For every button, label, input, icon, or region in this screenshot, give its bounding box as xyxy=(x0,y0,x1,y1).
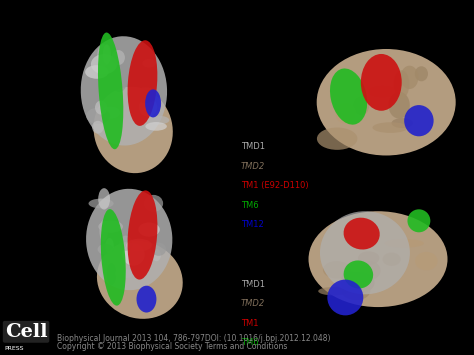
Ellipse shape xyxy=(98,33,123,149)
Text: TM1: TM1 xyxy=(241,318,258,328)
Ellipse shape xyxy=(95,100,107,115)
Ellipse shape xyxy=(101,106,120,119)
Text: TMD2: TMD2 xyxy=(241,299,265,308)
Ellipse shape xyxy=(92,121,104,133)
Ellipse shape xyxy=(135,87,156,103)
Ellipse shape xyxy=(320,211,410,294)
Ellipse shape xyxy=(97,241,183,319)
Ellipse shape xyxy=(401,66,419,89)
Ellipse shape xyxy=(415,252,438,271)
Ellipse shape xyxy=(138,223,160,237)
Ellipse shape xyxy=(98,220,123,233)
Ellipse shape xyxy=(323,261,351,278)
Text: Lateral view: Lateral view xyxy=(100,33,156,42)
Ellipse shape xyxy=(344,261,373,289)
Ellipse shape xyxy=(137,286,156,312)
Ellipse shape xyxy=(373,122,408,133)
Ellipse shape xyxy=(408,209,430,232)
Text: TMD1: TMD1 xyxy=(241,280,264,289)
Ellipse shape xyxy=(98,244,114,255)
Text: B: B xyxy=(77,189,85,198)
Ellipse shape xyxy=(317,49,456,155)
Ellipse shape xyxy=(107,263,117,285)
Text: TM6: TM6 xyxy=(241,201,258,209)
Ellipse shape xyxy=(383,252,401,266)
Text: A: A xyxy=(77,33,85,43)
Ellipse shape xyxy=(152,249,161,261)
Ellipse shape xyxy=(128,190,157,280)
Ellipse shape xyxy=(85,65,109,79)
Text: TM6: TM6 xyxy=(241,338,258,347)
Ellipse shape xyxy=(317,127,357,150)
Ellipse shape xyxy=(340,271,362,291)
Text: TM1 (E92-D110): TM1 (E92-D110) xyxy=(241,181,308,190)
Text: 90°: 90° xyxy=(238,284,255,294)
Ellipse shape xyxy=(86,108,110,124)
Text: Figure 8: Figure 8 xyxy=(212,14,262,27)
Ellipse shape xyxy=(361,54,402,111)
Ellipse shape xyxy=(112,75,126,92)
Ellipse shape xyxy=(328,280,363,315)
Ellipse shape xyxy=(368,86,397,97)
Ellipse shape xyxy=(146,116,169,125)
Ellipse shape xyxy=(342,282,370,300)
Text: Intracellular view: Intracellular view xyxy=(314,189,393,197)
Ellipse shape xyxy=(146,122,167,131)
Ellipse shape xyxy=(330,69,367,125)
Ellipse shape xyxy=(122,243,145,266)
Ellipse shape xyxy=(353,96,369,115)
Ellipse shape xyxy=(415,66,428,81)
Ellipse shape xyxy=(144,195,163,212)
Ellipse shape xyxy=(119,236,133,251)
Ellipse shape xyxy=(128,40,157,126)
Ellipse shape xyxy=(344,218,380,250)
Ellipse shape xyxy=(86,189,173,290)
Ellipse shape xyxy=(404,105,434,136)
Text: TM12: TM12 xyxy=(241,220,264,229)
Ellipse shape xyxy=(385,239,424,248)
Ellipse shape xyxy=(142,59,155,68)
Text: Extracellular view: Extracellular view xyxy=(314,33,396,42)
Text: Cell: Cell xyxy=(5,323,47,341)
Ellipse shape xyxy=(393,70,410,98)
Ellipse shape xyxy=(139,98,157,117)
Ellipse shape xyxy=(103,44,111,65)
Ellipse shape xyxy=(100,220,108,242)
Text: TMD2: TMD2 xyxy=(241,162,265,171)
Ellipse shape xyxy=(309,211,447,307)
Ellipse shape xyxy=(105,238,114,254)
Ellipse shape xyxy=(91,54,117,74)
Ellipse shape xyxy=(127,239,152,251)
Text: Lateral view: Lateral view xyxy=(100,189,156,197)
Ellipse shape xyxy=(89,198,114,208)
Text: Copyright © 2013 Biophysical Society Terms and Conditions: Copyright © 2013 Biophysical Society Ter… xyxy=(57,343,287,351)
Text: 90°: 90° xyxy=(238,99,255,109)
Text: TMD1: TMD1 xyxy=(241,142,264,151)
Text: PRESS: PRESS xyxy=(5,346,24,351)
Ellipse shape xyxy=(360,261,381,280)
Text: Biophysical Journal 2013 104, 786-797DOI: (10.1016/j.bpj.2012.12.048): Biophysical Journal 2013 104, 786-797DOI… xyxy=(57,334,330,343)
Ellipse shape xyxy=(389,92,410,119)
Ellipse shape xyxy=(97,44,110,67)
Ellipse shape xyxy=(318,287,349,295)
Ellipse shape xyxy=(111,50,125,65)
Ellipse shape xyxy=(93,87,173,173)
Ellipse shape xyxy=(392,118,413,128)
Ellipse shape xyxy=(336,103,356,124)
Ellipse shape xyxy=(151,242,166,256)
Ellipse shape xyxy=(358,251,380,265)
Ellipse shape xyxy=(81,36,167,146)
Ellipse shape xyxy=(340,272,374,294)
Ellipse shape xyxy=(101,209,126,306)
Ellipse shape xyxy=(145,89,161,118)
Ellipse shape xyxy=(98,188,110,209)
Ellipse shape xyxy=(115,269,134,278)
